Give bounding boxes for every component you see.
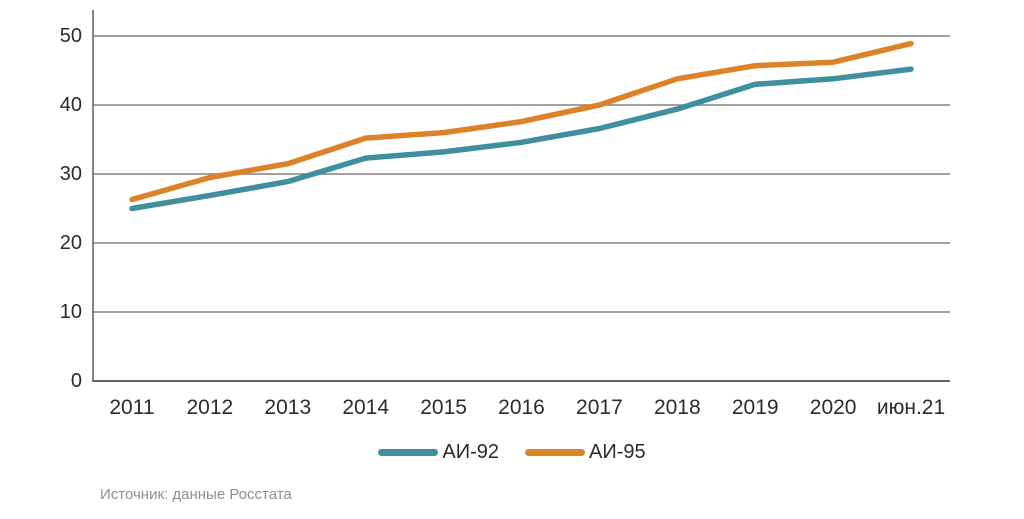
legend-swatch-ai92-icon [378, 449, 439, 456]
source-caption: Источник: данные Росстата [100, 486, 292, 503]
legend-swatch-ai95-icon [525, 449, 585, 456]
x-tick-label-2015: 2015 [420, 396, 467, 419]
series-line-АИ-92 [129, 66, 914, 212]
legend-label-ai95: АИ-95 [589, 441, 646, 463]
x-tick-label-2014: 2014 [342, 396, 390, 419]
x-tick-label-июн.21: июн.21 [876, 396, 946, 419]
legend-item-ai92: АИ-92 [378, 441, 499, 464]
y-tick-label-30: 30 [59, 163, 82, 185]
x-tick-label-2013: 2013 [264, 396, 312, 419]
legend-item-ai95: АИ-95 [525, 441, 646, 464]
y-tick-label-0: 0 [70, 370, 82, 392]
y-tick-label-10: 10 [59, 301, 82, 323]
x-tick-label-2011: 2011 [109, 396, 155, 419]
legend: АИ-92 АИ-95 [0, 441, 1024, 464]
x-tick-label-2016: 2016 [498, 396, 545, 419]
x-tick-label-2012: 2012 [186, 396, 234, 419]
y-tick-label-40: 40 [59, 94, 82, 116]
x-tick-label-2018: 2018 [653, 396, 701, 419]
y-tick-label-20: 20 [59, 232, 82, 254]
y-tick-label-50: 50 [59, 25, 82, 47]
x-tick-label-2017: 2017 [576, 396, 623, 419]
series-line-АИ-95 [129, 40, 914, 203]
legend-label-ai92: АИ-92 [442, 441, 499, 463]
x-tick-label-2019: 2019 [731, 396, 779, 419]
x-tick-label-2020: 2020 [809, 396, 857, 419]
